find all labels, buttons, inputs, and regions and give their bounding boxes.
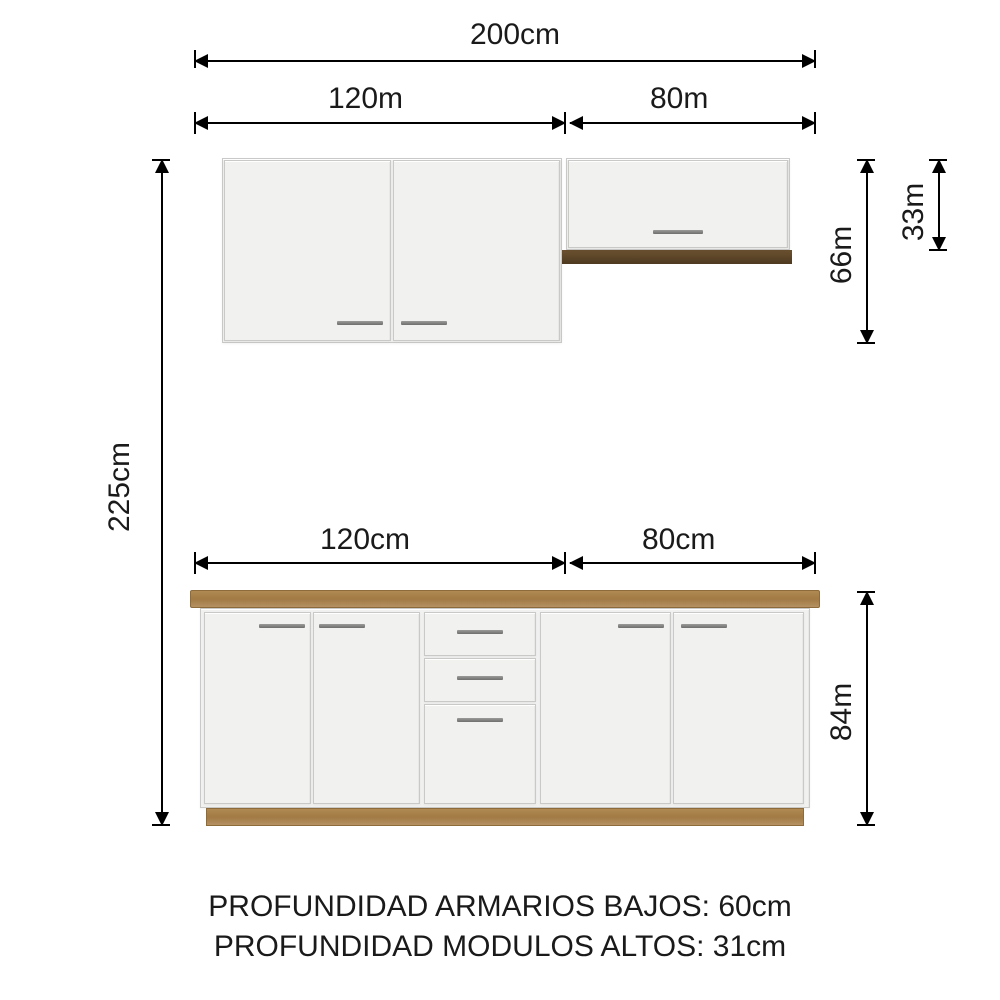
depth-lower-text: PROFUNDIDAD ARMARIOS BAJOS: 60cm bbox=[0, 890, 1000, 924]
upper-left-door-2 bbox=[393, 160, 560, 341]
tick bbox=[814, 552, 816, 574]
tick bbox=[929, 159, 947, 161]
tick bbox=[564, 552, 566, 574]
tick bbox=[814, 112, 816, 134]
dim-lower-right-width: 80cm bbox=[642, 523, 715, 557]
tick bbox=[857, 591, 875, 593]
arrow-lower-left-width bbox=[195, 562, 565, 564]
handle bbox=[457, 718, 503, 722]
handle bbox=[457, 630, 503, 634]
arrow-lower-right-width bbox=[570, 562, 815, 564]
dim-total-width: 200cm bbox=[470, 18, 560, 52]
handle bbox=[681, 624, 727, 628]
toekick bbox=[206, 808, 804, 826]
tick bbox=[194, 552, 196, 574]
depth-upper-text: PROFUNDIDAD MODULOS ALTOS: 31cm bbox=[0, 930, 1000, 964]
tick bbox=[152, 824, 170, 826]
tick bbox=[857, 342, 875, 344]
tick bbox=[152, 159, 170, 161]
arrow-total-height bbox=[161, 160, 163, 825]
dim-lower-left-width: 120cm bbox=[320, 523, 410, 557]
handle bbox=[618, 624, 664, 628]
tick bbox=[929, 249, 947, 251]
dim-upper-right-width: 80m bbox=[650, 82, 708, 116]
handle bbox=[259, 624, 305, 628]
dim-upper-left-width: 120m bbox=[328, 82, 403, 116]
arrow-total-width bbox=[195, 60, 815, 62]
tick bbox=[814, 50, 816, 68]
lower-drawer-2 bbox=[424, 658, 536, 702]
dim-lower-height: 84m bbox=[825, 683, 859, 741]
tick bbox=[194, 50, 196, 68]
handle bbox=[337, 321, 383, 325]
handle bbox=[319, 624, 365, 628]
upper-left-door-1 bbox=[224, 160, 391, 341]
lower-door-4 bbox=[673, 612, 804, 804]
diagram: 200cm 120m 80m 225cm 66m 33m 120cm 80cm bbox=[0, 0, 1000, 1000]
tick bbox=[857, 824, 875, 826]
lower-door-3 bbox=[540, 612, 671, 804]
handle bbox=[653, 230, 703, 234]
tick bbox=[857, 159, 875, 161]
upper-right-shelf bbox=[562, 250, 792, 264]
tick bbox=[564, 112, 566, 134]
arrow-upper-height bbox=[866, 160, 868, 343]
dim-total-height: 225cm bbox=[103, 442, 137, 532]
handle bbox=[457, 676, 503, 680]
lower-door-1 bbox=[204, 612, 311, 804]
arrow-upper-right-height bbox=[938, 160, 940, 250]
dim-upper-height: 66m bbox=[825, 226, 859, 284]
upper-right-door bbox=[568, 160, 788, 248]
lower-drawer-1 bbox=[424, 612, 536, 656]
countertop bbox=[190, 590, 820, 608]
tick bbox=[194, 112, 196, 134]
arrow-upper-left-width bbox=[195, 122, 565, 124]
arrow-lower-height bbox=[866, 592, 868, 825]
lower-door-2 bbox=[313, 612, 420, 804]
dim-upper-right-height: 33m bbox=[897, 183, 931, 241]
handle bbox=[401, 321, 447, 325]
arrow-upper-right-width bbox=[570, 122, 815, 124]
